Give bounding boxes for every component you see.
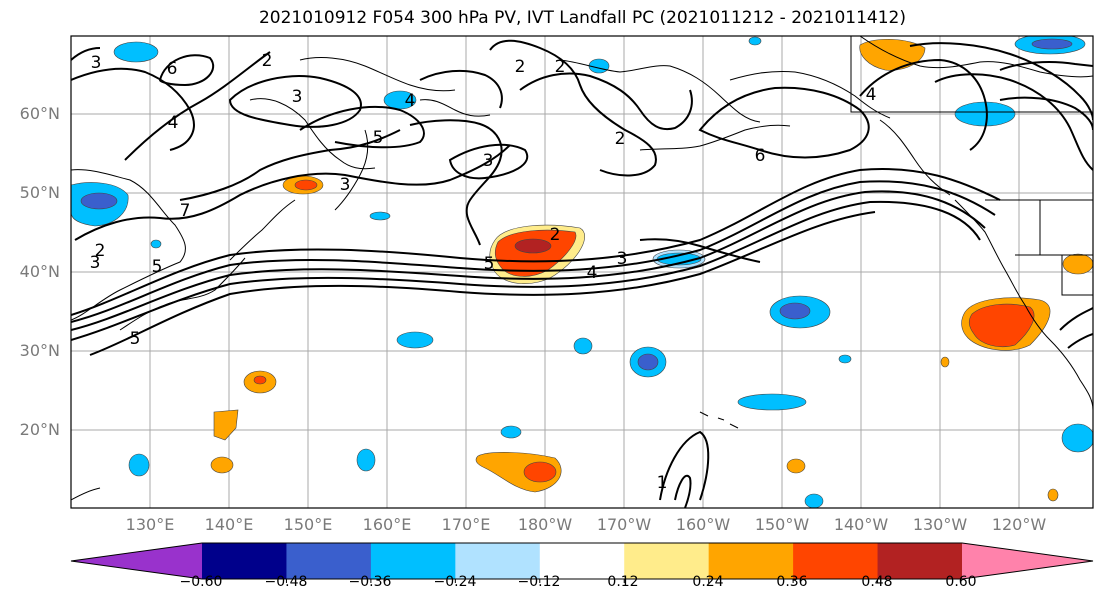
colorbar-segment bbox=[286, 543, 372, 579]
colorbar-segment bbox=[877, 543, 963, 579]
cool-patch bbox=[954, 101, 1016, 127]
contour-label: 3 bbox=[292, 87, 303, 107]
colorbar-segment bbox=[202, 543, 287, 579]
cool-patch bbox=[80, 192, 118, 210]
colorbar-tick-label: −0.48 bbox=[264, 574, 308, 590]
cool-patch bbox=[573, 337, 593, 355]
lat-label-40n: 40°N bbox=[19, 262, 60, 281]
warm-patch bbox=[968, 303, 1035, 348]
colorbar-extend-right bbox=[962, 543, 1093, 579]
contour-label: 2 bbox=[515, 57, 526, 77]
contour-label: 2 bbox=[262, 51, 273, 71]
contour-label: 3 bbox=[483, 151, 494, 171]
contour-label: 5 bbox=[130, 329, 141, 349]
colorbar-segment bbox=[624, 543, 710, 579]
colorbar-tick-label: −0.36 bbox=[348, 574, 392, 590]
colorbar bbox=[70, 542, 1094, 583]
cool-patch bbox=[500, 425, 522, 439]
warm-patch bbox=[253, 375, 267, 385]
contour-label: 5 bbox=[373, 128, 384, 148]
lat-label-50n: 50°N bbox=[19, 183, 60, 202]
lon-label-170e: 170°E bbox=[441, 515, 491, 534]
warm-patch bbox=[1047, 488, 1059, 502]
contour-label: 6 bbox=[167, 59, 178, 79]
contour-label: 2 bbox=[95, 241, 106, 261]
colorbar-segment bbox=[708, 543, 794, 579]
cool-patch bbox=[737, 393, 807, 411]
lat-label-60n: 60°N bbox=[19, 104, 60, 123]
cool-patch bbox=[779, 302, 811, 320]
colorbar-segment bbox=[793, 543, 879, 579]
contour-label: 4 bbox=[405, 91, 416, 111]
colorbar-tick-label: 0.36 bbox=[776, 574, 808, 590]
lon-label-160e: 160°E bbox=[362, 515, 412, 534]
contour-label: 4 bbox=[587, 263, 598, 283]
map-frame bbox=[70, 35, 1094, 509]
contour-label: 2 bbox=[555, 57, 566, 77]
lon-label-160w: 160°W bbox=[675, 515, 731, 534]
colorbar-segment bbox=[370, 543, 456, 579]
contour-label: 1 bbox=[657, 473, 668, 493]
colorbar-tick-label: 0.24 bbox=[692, 574, 724, 590]
colorbar-tick-label: −0.24 bbox=[433, 574, 477, 590]
lon-label-180w: 180°W bbox=[517, 515, 573, 534]
cool-patch bbox=[396, 331, 434, 349]
warm-patch bbox=[514, 238, 552, 254]
warm-patch bbox=[940, 356, 950, 368]
pv-contours bbox=[71, 39, 1093, 508]
contour-label: 3 bbox=[617, 249, 628, 269]
contour-label: 3 bbox=[340, 175, 351, 195]
contour-label: 5 bbox=[484, 254, 495, 274]
cool-patch bbox=[748, 36, 762, 46]
cool-patch bbox=[356, 448, 376, 472]
map-title: 2021010912 F054 300 hPa PV, IVT Landfall… bbox=[258, 8, 906, 28]
lat-label-30n: 30°N bbox=[19, 341, 60, 360]
lon-label-130w: 130°W bbox=[912, 515, 968, 534]
cool-patch bbox=[1061, 423, 1093, 453]
cool-patch bbox=[150, 239, 162, 249]
colorbar-tick-label: 0.12 bbox=[607, 574, 639, 590]
lat-label-20n: 20°N bbox=[19, 420, 60, 439]
cool-patch bbox=[128, 453, 150, 477]
cool-patch bbox=[369, 211, 391, 221]
lon-label-170w: 170°W bbox=[596, 515, 652, 534]
lon-label-150e: 150°E bbox=[283, 515, 333, 534]
contour-label: 2 bbox=[550, 225, 561, 245]
colorbar-tick-label: −0.12 bbox=[517, 574, 561, 590]
colorbar-tick-label: 0.48 bbox=[861, 574, 893, 590]
contour-label: 6 bbox=[755, 146, 766, 166]
colorbar-extend-left bbox=[71, 543, 202, 579]
cool-patch bbox=[804, 493, 824, 508]
warm-patch bbox=[1062, 253, 1093, 275]
contour-label: 3 bbox=[91, 53, 102, 73]
lon-label-130e: 130°E bbox=[125, 515, 175, 534]
warm-patch bbox=[786, 458, 806, 474]
warm-patch bbox=[294, 179, 318, 191]
cool-patch bbox=[838, 354, 852, 364]
colorbar-segment bbox=[455, 543, 541, 579]
contour-label: 5 bbox=[152, 257, 163, 277]
lon-label-140w: 140°W bbox=[833, 515, 889, 534]
lon-label-140e: 140°E bbox=[204, 515, 254, 534]
lon-label-120w: 120°W bbox=[991, 515, 1047, 534]
contour-label: 3 bbox=[90, 253, 101, 273]
warm-patch bbox=[210, 456, 234, 474]
colorbar-tick-label: −0.60 bbox=[179, 574, 223, 590]
contour-label: 4 bbox=[866, 85, 877, 105]
contour-label: 2 bbox=[615, 129, 626, 149]
cool-patch bbox=[637, 353, 659, 371]
warm-patch bbox=[213, 409, 239, 441]
cool-patch bbox=[1031, 38, 1073, 50]
colorbar-segment bbox=[539, 543, 625, 579]
colorbar-outline bbox=[70, 542, 1094, 580]
colorbar-tick-label: 0.60 bbox=[945, 574, 977, 590]
coastlines bbox=[71, 36, 1093, 501]
lon-label-150w: 150°W bbox=[754, 515, 810, 534]
contour-label: 7 bbox=[180, 201, 191, 221]
warm-patch bbox=[523, 461, 557, 483]
contour-label: 4 bbox=[168, 113, 179, 133]
cool-patch bbox=[113, 41, 159, 63]
